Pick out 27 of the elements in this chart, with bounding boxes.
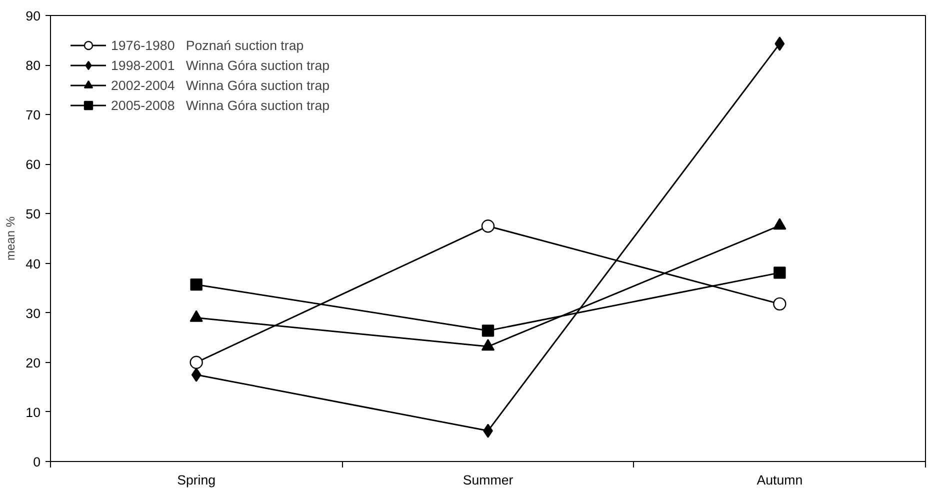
legend-label: 2005-2008 Winna Góra suction trap xyxy=(111,98,330,112)
y-tick-label: 90 xyxy=(26,8,41,24)
y-tick-label: 80 xyxy=(26,58,41,74)
y-axis-title: mean % xyxy=(4,216,18,261)
legend-label: 1976-1980 Poznań suction trap xyxy=(111,38,304,52)
y-tick-label: 40 xyxy=(26,256,41,272)
point xyxy=(481,220,495,233)
x-tick-label: Spring xyxy=(177,472,216,488)
y-tick-label: 70 xyxy=(26,108,41,123)
point xyxy=(773,297,786,310)
point xyxy=(482,324,494,337)
y-tick-label: 20 xyxy=(26,355,41,370)
x-tick-label: Summer xyxy=(462,472,514,488)
point xyxy=(190,356,203,369)
legend-label: 1998-2001 Winna Góra suction trap xyxy=(111,58,330,72)
point xyxy=(190,278,202,291)
y-tick-label: 60 xyxy=(26,157,41,172)
point xyxy=(191,368,202,382)
point xyxy=(774,36,785,51)
x-tick-label: Autumn xyxy=(756,472,803,488)
point xyxy=(774,266,786,279)
y-tick-label: 10 xyxy=(26,404,41,420)
y-tick-label: 30 xyxy=(26,306,41,321)
point xyxy=(481,339,495,351)
legend-label: 2002-2004 Winna Góra suction trap xyxy=(111,78,330,92)
y-tick-label: 50 xyxy=(26,206,41,222)
y-tick-label: 0 xyxy=(33,454,41,470)
